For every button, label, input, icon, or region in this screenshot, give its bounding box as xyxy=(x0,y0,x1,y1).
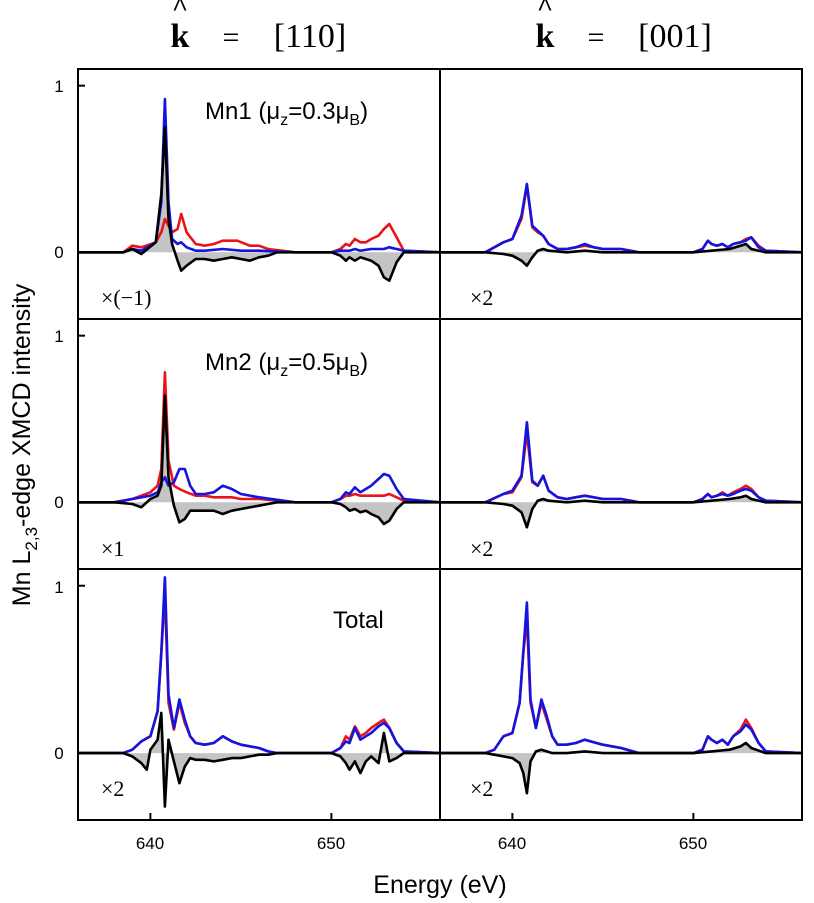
ytick-label: 1 xyxy=(54,578,63,597)
panel-0-1 xyxy=(440,182,802,268)
ytick-label: 1 xyxy=(54,77,63,96)
header-equals: = xyxy=(588,21,605,54)
ytick-label: 0 xyxy=(54,493,63,512)
mn1-label: Mn1 (μz=0.3μB) xyxy=(205,98,368,129)
xmcd-fill-area xyxy=(440,495,802,528)
series-blue-line xyxy=(440,182,802,254)
series-black-line xyxy=(440,494,802,529)
curves-layer xyxy=(78,97,802,808)
header-hat: ^ xyxy=(537,0,553,23)
series-blue-line xyxy=(440,601,802,755)
total-label: Total xyxy=(333,607,384,634)
series-red-line xyxy=(78,592,440,755)
header-hat: ^ xyxy=(172,0,188,23)
ytick-label: 1 xyxy=(54,327,63,346)
header-k: k xyxy=(171,18,190,55)
header-equals: = xyxy=(223,21,240,54)
ticks-layer xyxy=(78,84,695,820)
scale-factors: ×(−1) ×2 ×1 ×2 ×2 ×2 xyxy=(101,285,493,801)
series-black-line xyxy=(440,242,802,268)
factor-mn2-110: ×1 xyxy=(101,536,124,561)
x-tick-labels: 640 650 640 650 xyxy=(136,834,707,853)
panel-frames xyxy=(77,68,803,821)
column-header-001: ^ k = [001] xyxy=(536,0,712,55)
series-red-line xyxy=(440,430,802,504)
series-black-line xyxy=(440,741,802,795)
factor-mn2-001: ×2 xyxy=(470,536,493,561)
xtick-label: 640 xyxy=(136,834,164,853)
mn2-label: Mn2 (μz=0.5μB) xyxy=(205,349,368,380)
series-blue-line xyxy=(440,420,802,504)
xtick-label: 640 xyxy=(498,834,526,853)
y-axis-label: Mn L2,3-edge XMCD intensity xyxy=(8,283,41,606)
factor-total-110: ×2 xyxy=(101,776,124,801)
panel-2-0 xyxy=(78,576,440,808)
series-black-line xyxy=(78,126,440,283)
column-header-110: ^ k = [110] xyxy=(171,0,347,55)
ytick-label: 0 xyxy=(54,744,63,763)
xmcd-fill-area xyxy=(78,127,440,281)
series-blue-line xyxy=(78,576,440,755)
ytick-label: 0 xyxy=(54,243,63,262)
panel-1-0 xyxy=(78,370,440,526)
x-axis-label: Energy (eV) xyxy=(373,871,506,899)
header-k: k xyxy=(536,18,555,55)
series-red-line xyxy=(78,212,440,254)
series-black-line xyxy=(78,394,440,526)
panel-1-1 xyxy=(440,420,802,529)
y-tick-labels: 1 0 1 0 1 0 xyxy=(54,77,63,763)
series-black-line xyxy=(78,711,440,808)
series-blue-line xyxy=(78,467,440,504)
series-red-line xyxy=(78,370,440,504)
header-direction: [001] xyxy=(638,18,712,55)
factor-mn1-001: ×2 xyxy=(470,285,493,310)
header-direction: [110] xyxy=(274,18,346,55)
factor-total-001: ×2 xyxy=(470,776,493,801)
xtick-label: 650 xyxy=(317,834,345,853)
series-red-line xyxy=(440,184,802,254)
xmcd-fill-area xyxy=(78,395,440,524)
xmcd-fill-area xyxy=(440,743,802,794)
panel-0-0 xyxy=(78,97,440,283)
panel-2-1 xyxy=(440,601,802,795)
series-red-line xyxy=(440,617,802,755)
factor-mn1-110: ×(−1) xyxy=(101,285,151,310)
xtick-label: 650 xyxy=(679,834,707,853)
xmcd-fill-area xyxy=(78,712,440,807)
